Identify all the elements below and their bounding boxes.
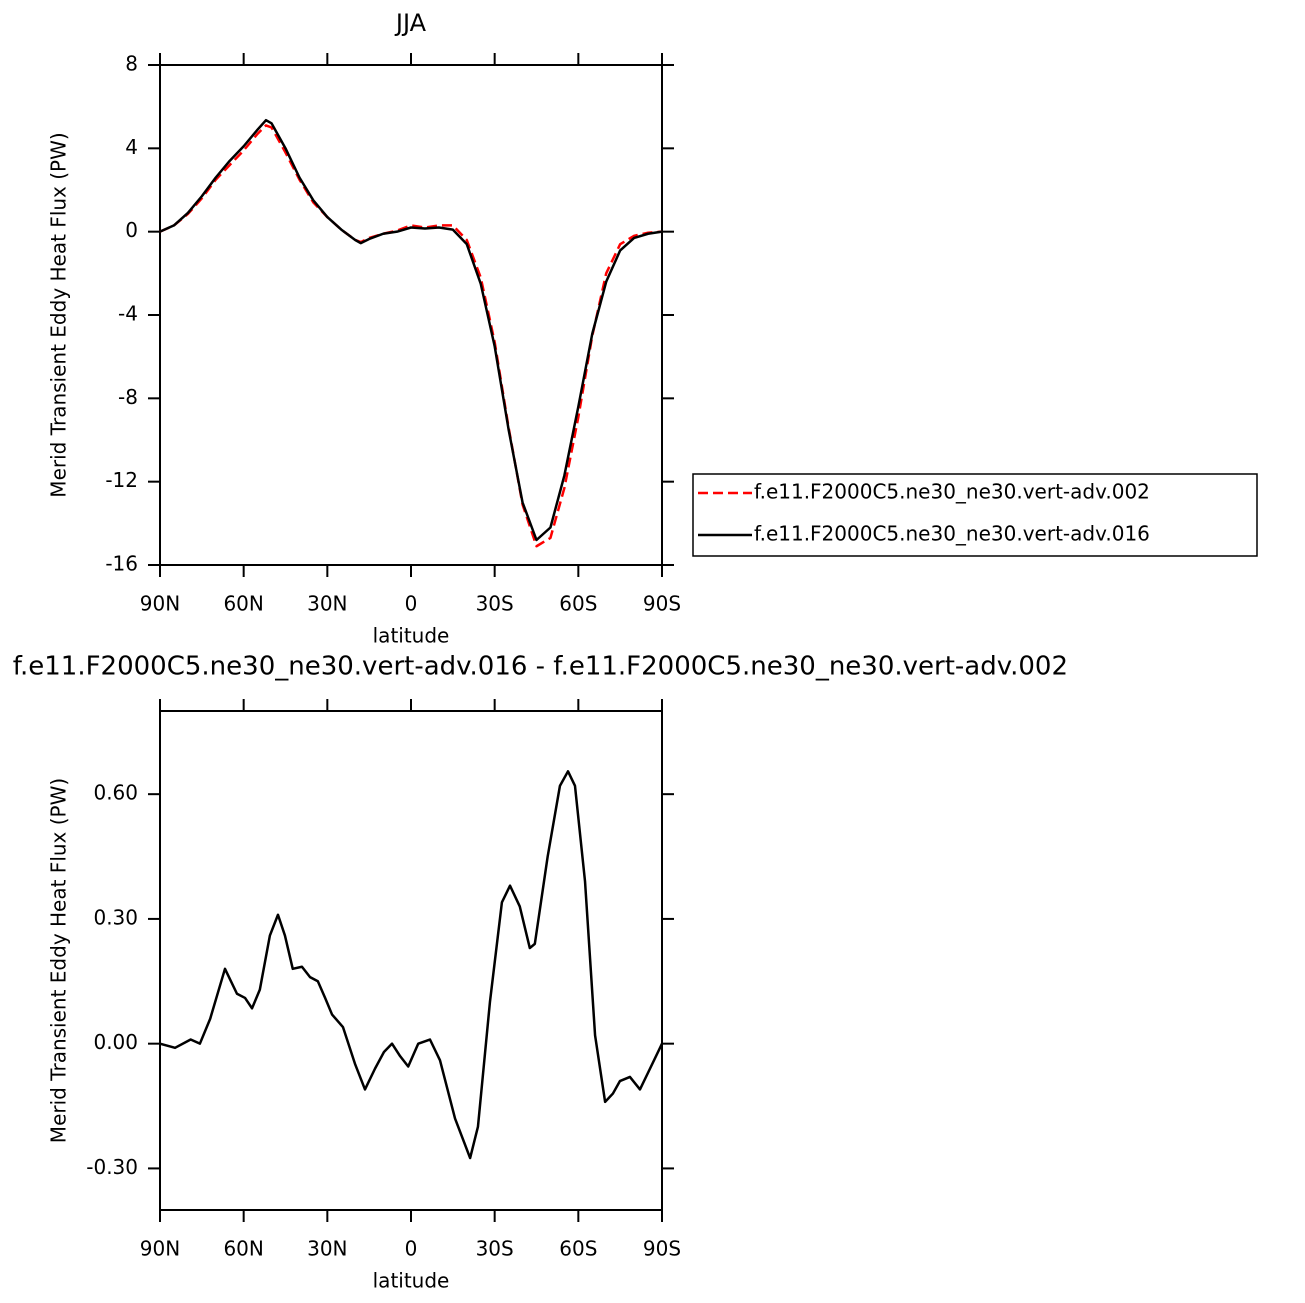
data-line bbox=[159, 124, 663, 548]
x-tick-label: 90N bbox=[140, 1237, 180, 1261]
chart-title: f.e11.F2000C5.ne30_ne30.vert-adv.016 - f… bbox=[13, 652, 1068, 682]
x-tick-label: 90S bbox=[643, 1237, 681, 1261]
x-tick-label: 60S bbox=[559, 592, 597, 616]
plot-frame bbox=[159, 64, 663, 566]
legend-label: f.e11.F2000C5.ne30_ne30.vert-adv.016 bbox=[754, 522, 1150, 546]
x-tick-label: 60S bbox=[559, 1237, 597, 1261]
data-line bbox=[159, 118, 663, 542]
x-tick-label: 60N bbox=[223, 592, 263, 616]
y-tick-label: 8 bbox=[125, 52, 138, 76]
y-tick-label: 0.60 bbox=[93, 781, 138, 805]
y-tick-label: -12 bbox=[105, 468, 138, 492]
y-axis-label: Merid Transient Eddy Heat Flux (PW) bbox=[47, 132, 71, 497]
x-tick-label: 30S bbox=[476, 1237, 514, 1261]
data-line bbox=[159, 770, 664, 1160]
y-axis-label: Merid Transient Eddy Heat Flux (PW) bbox=[47, 778, 71, 1143]
x-axis-label: latitude bbox=[373, 624, 450, 648]
y-tick-label: -0.30 bbox=[86, 1155, 138, 1179]
x-axis-label: latitude bbox=[373, 1269, 450, 1293]
legend-box bbox=[692, 473, 1258, 557]
y-tick-label: -4 bbox=[118, 302, 138, 326]
x-tick-label: 30N bbox=[307, 592, 347, 616]
y-tick-label: 0 bbox=[125, 218, 138, 242]
y-tick-label: 0.00 bbox=[93, 1030, 138, 1054]
y-tick-label: -8 bbox=[118, 385, 138, 409]
y-tick-label: 0.30 bbox=[93, 905, 138, 929]
y-tick-label: -16 bbox=[105, 552, 138, 576]
chart-title: JJA bbox=[394, 9, 427, 37]
plot-frame bbox=[159, 710, 663, 1211]
y-tick-label: 4 bbox=[125, 135, 138, 159]
x-tick-label: 30N bbox=[307, 1237, 347, 1261]
legend-label: f.e11.F2000C5.ne30_ne30.vert-adv.002 bbox=[754, 480, 1150, 504]
x-tick-label: 30S bbox=[476, 592, 514, 616]
x-tick-label: 90S bbox=[643, 592, 681, 616]
x-tick-label: 90N bbox=[140, 592, 180, 616]
x-tick-label: 0 bbox=[405, 1237, 418, 1261]
x-tick-label: 0 bbox=[405, 592, 418, 616]
x-tick-label: 60N bbox=[223, 1237, 263, 1261]
